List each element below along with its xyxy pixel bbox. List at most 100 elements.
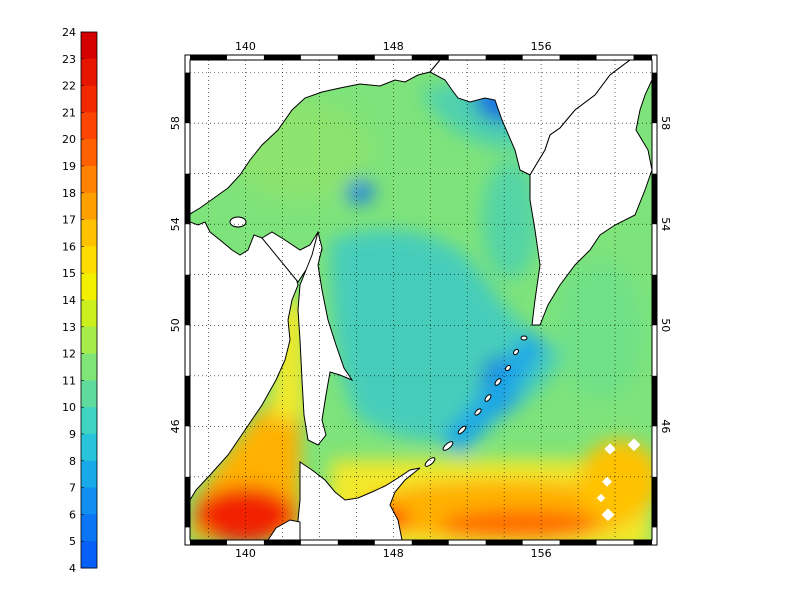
lat-tick-label: 58 bbox=[169, 116, 182, 130]
frame-bar bbox=[652, 375, 657, 427]
colorbar-segment bbox=[81, 58, 97, 87]
land bbox=[190, 60, 652, 540]
lon-tick-label: 140 bbox=[235, 40, 256, 53]
colorbar-tick-label: 11 bbox=[62, 374, 76, 387]
colorbar-tick-label: 14 bbox=[62, 294, 76, 307]
lat-tick-label: 54 bbox=[659, 217, 672, 231]
cool-kamchatka-west bbox=[482, 160, 538, 280]
colorbar-tick-label: 20 bbox=[62, 133, 76, 146]
lat-tick-label: 54 bbox=[169, 217, 182, 231]
colorbar-segment bbox=[81, 273, 97, 301]
colorbar-tick-label: 10 bbox=[62, 401, 76, 414]
frame-bar bbox=[190, 55, 227, 60]
lon-tick-label: 148 bbox=[383, 547, 404, 560]
lat-tick-label: 50 bbox=[169, 318, 182, 332]
hot-south-east bbox=[440, 510, 600, 540]
colorbar-tick-label: 16 bbox=[62, 240, 76, 253]
frame-bar bbox=[633, 55, 652, 60]
land-asian-mainland bbox=[190, 60, 441, 215]
colorbar-segment bbox=[81, 460, 97, 489]
colorbar-segment bbox=[81, 32, 97, 60]
frame-bar bbox=[337, 540, 375, 545]
frame-bar bbox=[263, 55, 301, 60]
frame-bar bbox=[185, 72, 190, 124]
colorbar-tick-label: 18 bbox=[62, 187, 76, 200]
colorbar bbox=[80, 31, 98, 569]
sst-map: 140 148 156 140 148 156 58 54 50 46 58 54 50 46 bbox=[169, 40, 672, 560]
colorbar-tick-label: 8 bbox=[69, 455, 76, 468]
colorbar-tick-label: 4 bbox=[69, 562, 76, 575]
frame-bar bbox=[263, 540, 301, 545]
lon-tick-label: 140 bbox=[235, 547, 256, 560]
lat-tick-label: 46 bbox=[659, 419, 672, 433]
frame-bar bbox=[652, 173, 657, 225]
frame-bar bbox=[559, 55, 597, 60]
colorbar-tick-label: 24 bbox=[62, 26, 76, 39]
colorbar-tick-label: 21 bbox=[62, 106, 76, 119]
frame-bar bbox=[485, 55, 523, 60]
colorbar-tick-label: 5 bbox=[69, 535, 76, 548]
lon-tick-label: 156 bbox=[531, 40, 552, 53]
colorbar-tick-label: 23 bbox=[62, 53, 76, 66]
colorbar-segment bbox=[81, 219, 97, 247]
frame-bar bbox=[652, 274, 657, 326]
colorbar-segment bbox=[81, 326, 97, 355]
frame-bar bbox=[652, 72, 657, 124]
shantar-island bbox=[229, 216, 247, 228]
japan-sea-hot bbox=[195, 487, 295, 540]
frame-bar bbox=[185, 274, 190, 326]
colorbar-tick-label: 15 bbox=[62, 267, 76, 280]
frame-bar bbox=[185, 476, 190, 528]
colorbar-tick-label: 9 bbox=[69, 428, 76, 441]
land-hokkaido bbox=[297, 461, 421, 540]
frame-bar bbox=[190, 540, 227, 545]
colorbar-segment bbox=[81, 300, 97, 328]
colorbar-segment bbox=[81, 514, 97, 542]
land-sakhalin bbox=[297, 231, 354, 446]
colorbar-tick-label: 22 bbox=[62, 80, 76, 93]
land-kamchatka bbox=[529, 60, 652, 326]
lat-tick-label: 58 bbox=[659, 116, 672, 130]
frame-bar bbox=[185, 173, 190, 225]
colorbar-segment bbox=[81, 353, 97, 381]
frame-bar bbox=[411, 55, 449, 60]
colorbar-segment bbox=[81, 112, 97, 140]
lat-labels-left: 58 54 50 46 bbox=[169, 116, 182, 433]
lon-labels-bottom: 140 148 156 bbox=[235, 547, 552, 560]
land-honshu bbox=[267, 519, 301, 540]
colorbar-segment bbox=[81, 407, 97, 435]
frame-bar bbox=[652, 476, 657, 528]
lat-tick-label: 50 bbox=[659, 318, 672, 332]
colorbar-segment bbox=[81, 380, 97, 408]
colorbar-segment bbox=[81, 166, 97, 194]
colorbar-segment bbox=[81, 192, 97, 221]
colorbar-tick-label: 17 bbox=[62, 214, 76, 227]
colorbar-tick-label: 12 bbox=[62, 348, 76, 361]
frame-bars bbox=[185, 55, 657, 545]
colorbar-segment bbox=[81, 85, 97, 113]
cold-spot-west bbox=[346, 180, 374, 204]
cool-pacific bbox=[555, 260, 645, 400]
lon-tick-label: 148 bbox=[383, 40, 404, 53]
colorbar-tick-label: 6 bbox=[69, 508, 76, 521]
colorbar-labels: 24 23 22 21 20 19 18 17 16 15 14 13 12 11 10 9 8 7 6 5 4 bbox=[62, 26, 84, 575]
frame-bar bbox=[633, 540, 652, 545]
frame-bar bbox=[485, 540, 523, 545]
cold-kuril-strip bbox=[440, 330, 545, 455]
colorbar-segment bbox=[81, 487, 97, 515]
graticule bbox=[190, 60, 652, 540]
frame-bar bbox=[185, 375, 190, 427]
frame-bar bbox=[411, 540, 449, 545]
colorbar-tick-label: 7 bbox=[69, 482, 76, 495]
frame-bar bbox=[337, 55, 375, 60]
colorbar-tick-label: 19 bbox=[62, 160, 76, 173]
kuril-islands bbox=[424, 335, 528, 467]
frame-bar bbox=[559, 540, 597, 545]
lat-labels-right: 58 54 50 46 bbox=[659, 116, 672, 433]
lon-tick-label: 156 bbox=[531, 547, 552, 560]
lat-tick-label: 46 bbox=[169, 419, 182, 433]
colorbar-tick-label: 13 bbox=[62, 321, 76, 334]
colorbar-segment bbox=[81, 434, 97, 462]
lon-labels-top: 140 148 156 bbox=[235, 40, 552, 53]
